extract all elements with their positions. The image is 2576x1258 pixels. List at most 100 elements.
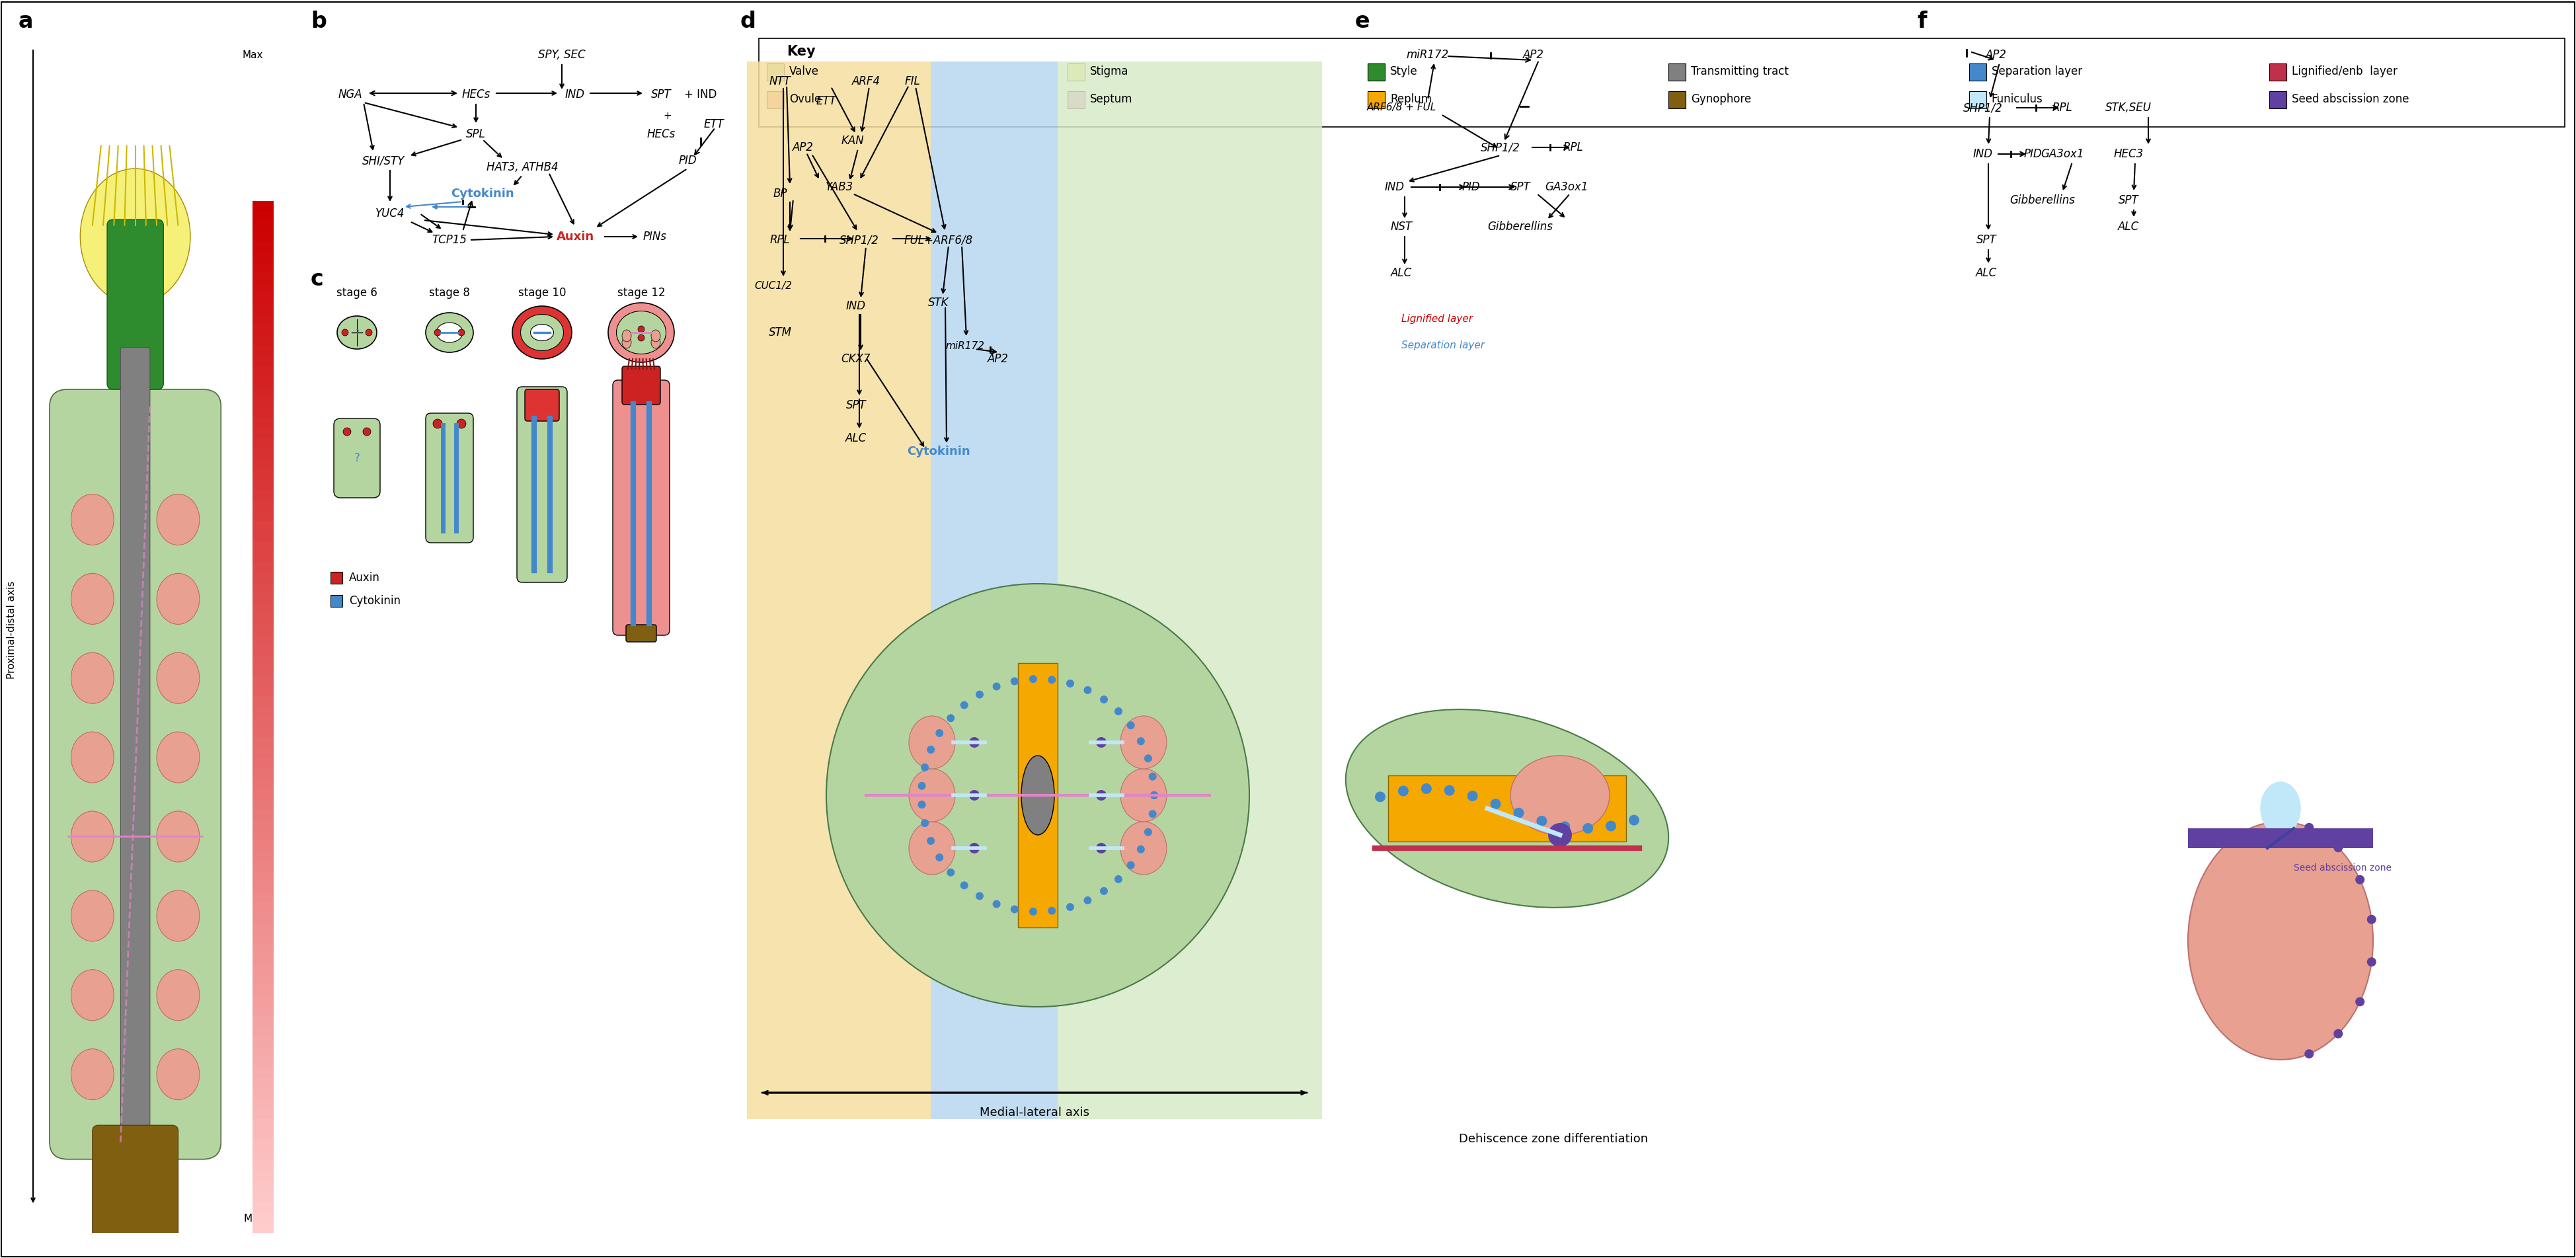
Circle shape [1422,784,1432,794]
Text: ALC: ALC [845,433,866,444]
Text: b: b [312,11,327,33]
Ellipse shape [909,769,956,821]
Text: Lignified layer: Lignified layer [1401,314,1473,325]
Circle shape [961,882,969,889]
Text: Funiculus: Funiculus [1991,93,2043,106]
Text: Septum: Septum [1090,93,1131,106]
Text: d: d [739,11,755,33]
Circle shape [1443,785,1455,796]
Circle shape [363,428,371,435]
Circle shape [2334,843,2342,852]
FancyBboxPatch shape [93,1125,178,1238]
Ellipse shape [1121,769,1167,821]
Text: AP2: AP2 [793,141,814,153]
Circle shape [1010,677,1018,686]
Text: Auxin: Auxin [556,230,595,243]
Bar [1968,63,1986,81]
Ellipse shape [1020,756,1054,835]
Text: PID: PID [677,155,696,166]
Text: Gibberellins: Gibberellins [2009,194,2074,206]
Bar [1056,62,1321,1120]
Circle shape [2354,998,2365,1006]
Bar [2187,828,2372,848]
Text: CUC1/2: CUC1/2 [755,282,791,291]
Ellipse shape [435,322,464,342]
Text: RPL: RPL [770,234,791,245]
Text: SHP1/2: SHP1/2 [1481,141,1520,153]
Text: Valve: Valve [788,65,819,77]
Ellipse shape [157,891,198,941]
Circle shape [1466,790,1479,801]
Circle shape [1084,897,1092,905]
Circle shape [2334,1029,2342,1038]
Circle shape [2354,876,2365,884]
Bar [1669,92,1685,108]
Text: Cytokinin: Cytokinin [907,445,971,458]
Bar [1066,92,1084,108]
Text: ?: ? [353,452,361,464]
Text: PINs: PINs [641,230,667,243]
Text: PID: PID [1461,181,1479,192]
Text: SPL: SPL [466,128,487,140]
Bar [768,63,783,81]
Text: stage 6: stage 6 [337,287,376,299]
Text: Gibberellins: Gibberellins [1486,221,1553,233]
Text: PID: PID [2022,148,2040,160]
Bar [2269,92,2285,108]
Circle shape [1144,828,1151,837]
Bar [1018,663,1056,927]
Text: GA3ox1: GA3ox1 [2040,148,2084,160]
Text: SPT: SPT [1976,234,1996,245]
Bar [768,92,783,108]
Circle shape [1149,810,1157,818]
FancyBboxPatch shape [526,390,559,421]
Text: NTT: NTT [770,75,791,87]
Ellipse shape [2259,782,2300,835]
Text: Transmitting tract: Transmitting tract [1690,65,1788,77]
Text: e: e [1355,11,1370,33]
Text: IND: IND [1383,181,1404,192]
Text: HAT3, ATHB4: HAT3, ATHB4 [487,161,559,174]
Text: NGA: NGA [337,88,363,101]
Bar [1368,63,1386,81]
Text: ALC: ALC [2117,221,2138,233]
Bar [1669,63,1685,81]
Circle shape [920,819,927,827]
Ellipse shape [520,314,564,351]
Circle shape [1126,862,1133,869]
Circle shape [969,790,979,800]
Ellipse shape [157,811,198,862]
Ellipse shape [337,316,376,348]
Circle shape [1149,791,1157,799]
Circle shape [1399,786,1409,796]
Circle shape [435,330,440,336]
Circle shape [343,330,348,336]
Circle shape [1084,686,1092,694]
Circle shape [1136,845,1144,853]
Text: KAN: KAN [840,135,863,147]
Text: NST: NST [1391,221,1412,233]
Text: Gynophore: Gynophore [1690,93,1752,106]
Ellipse shape [157,653,198,703]
FancyBboxPatch shape [121,347,149,1145]
Ellipse shape [652,330,659,342]
Circle shape [1115,707,1123,716]
Bar [2269,63,2285,81]
Circle shape [1144,755,1151,762]
Text: ETT: ETT [703,118,724,131]
Circle shape [1100,887,1108,894]
Circle shape [1628,815,1638,825]
Text: +: + [662,111,672,121]
Circle shape [992,683,999,691]
Text: RPL: RPL [2050,102,2071,113]
Bar [1368,92,1386,108]
FancyBboxPatch shape [621,366,659,405]
Text: Proximal-distal axis: Proximal-distal axis [8,581,18,679]
Text: Seed abscission zone: Seed abscission zone [2293,863,2391,873]
Text: Style: Style [1391,65,1417,77]
Text: Lignified/enb  layer: Lignified/enb layer [2293,65,2398,77]
Ellipse shape [909,821,956,874]
Text: f: f [1917,11,1927,33]
Ellipse shape [80,169,191,304]
Circle shape [827,584,1249,1006]
